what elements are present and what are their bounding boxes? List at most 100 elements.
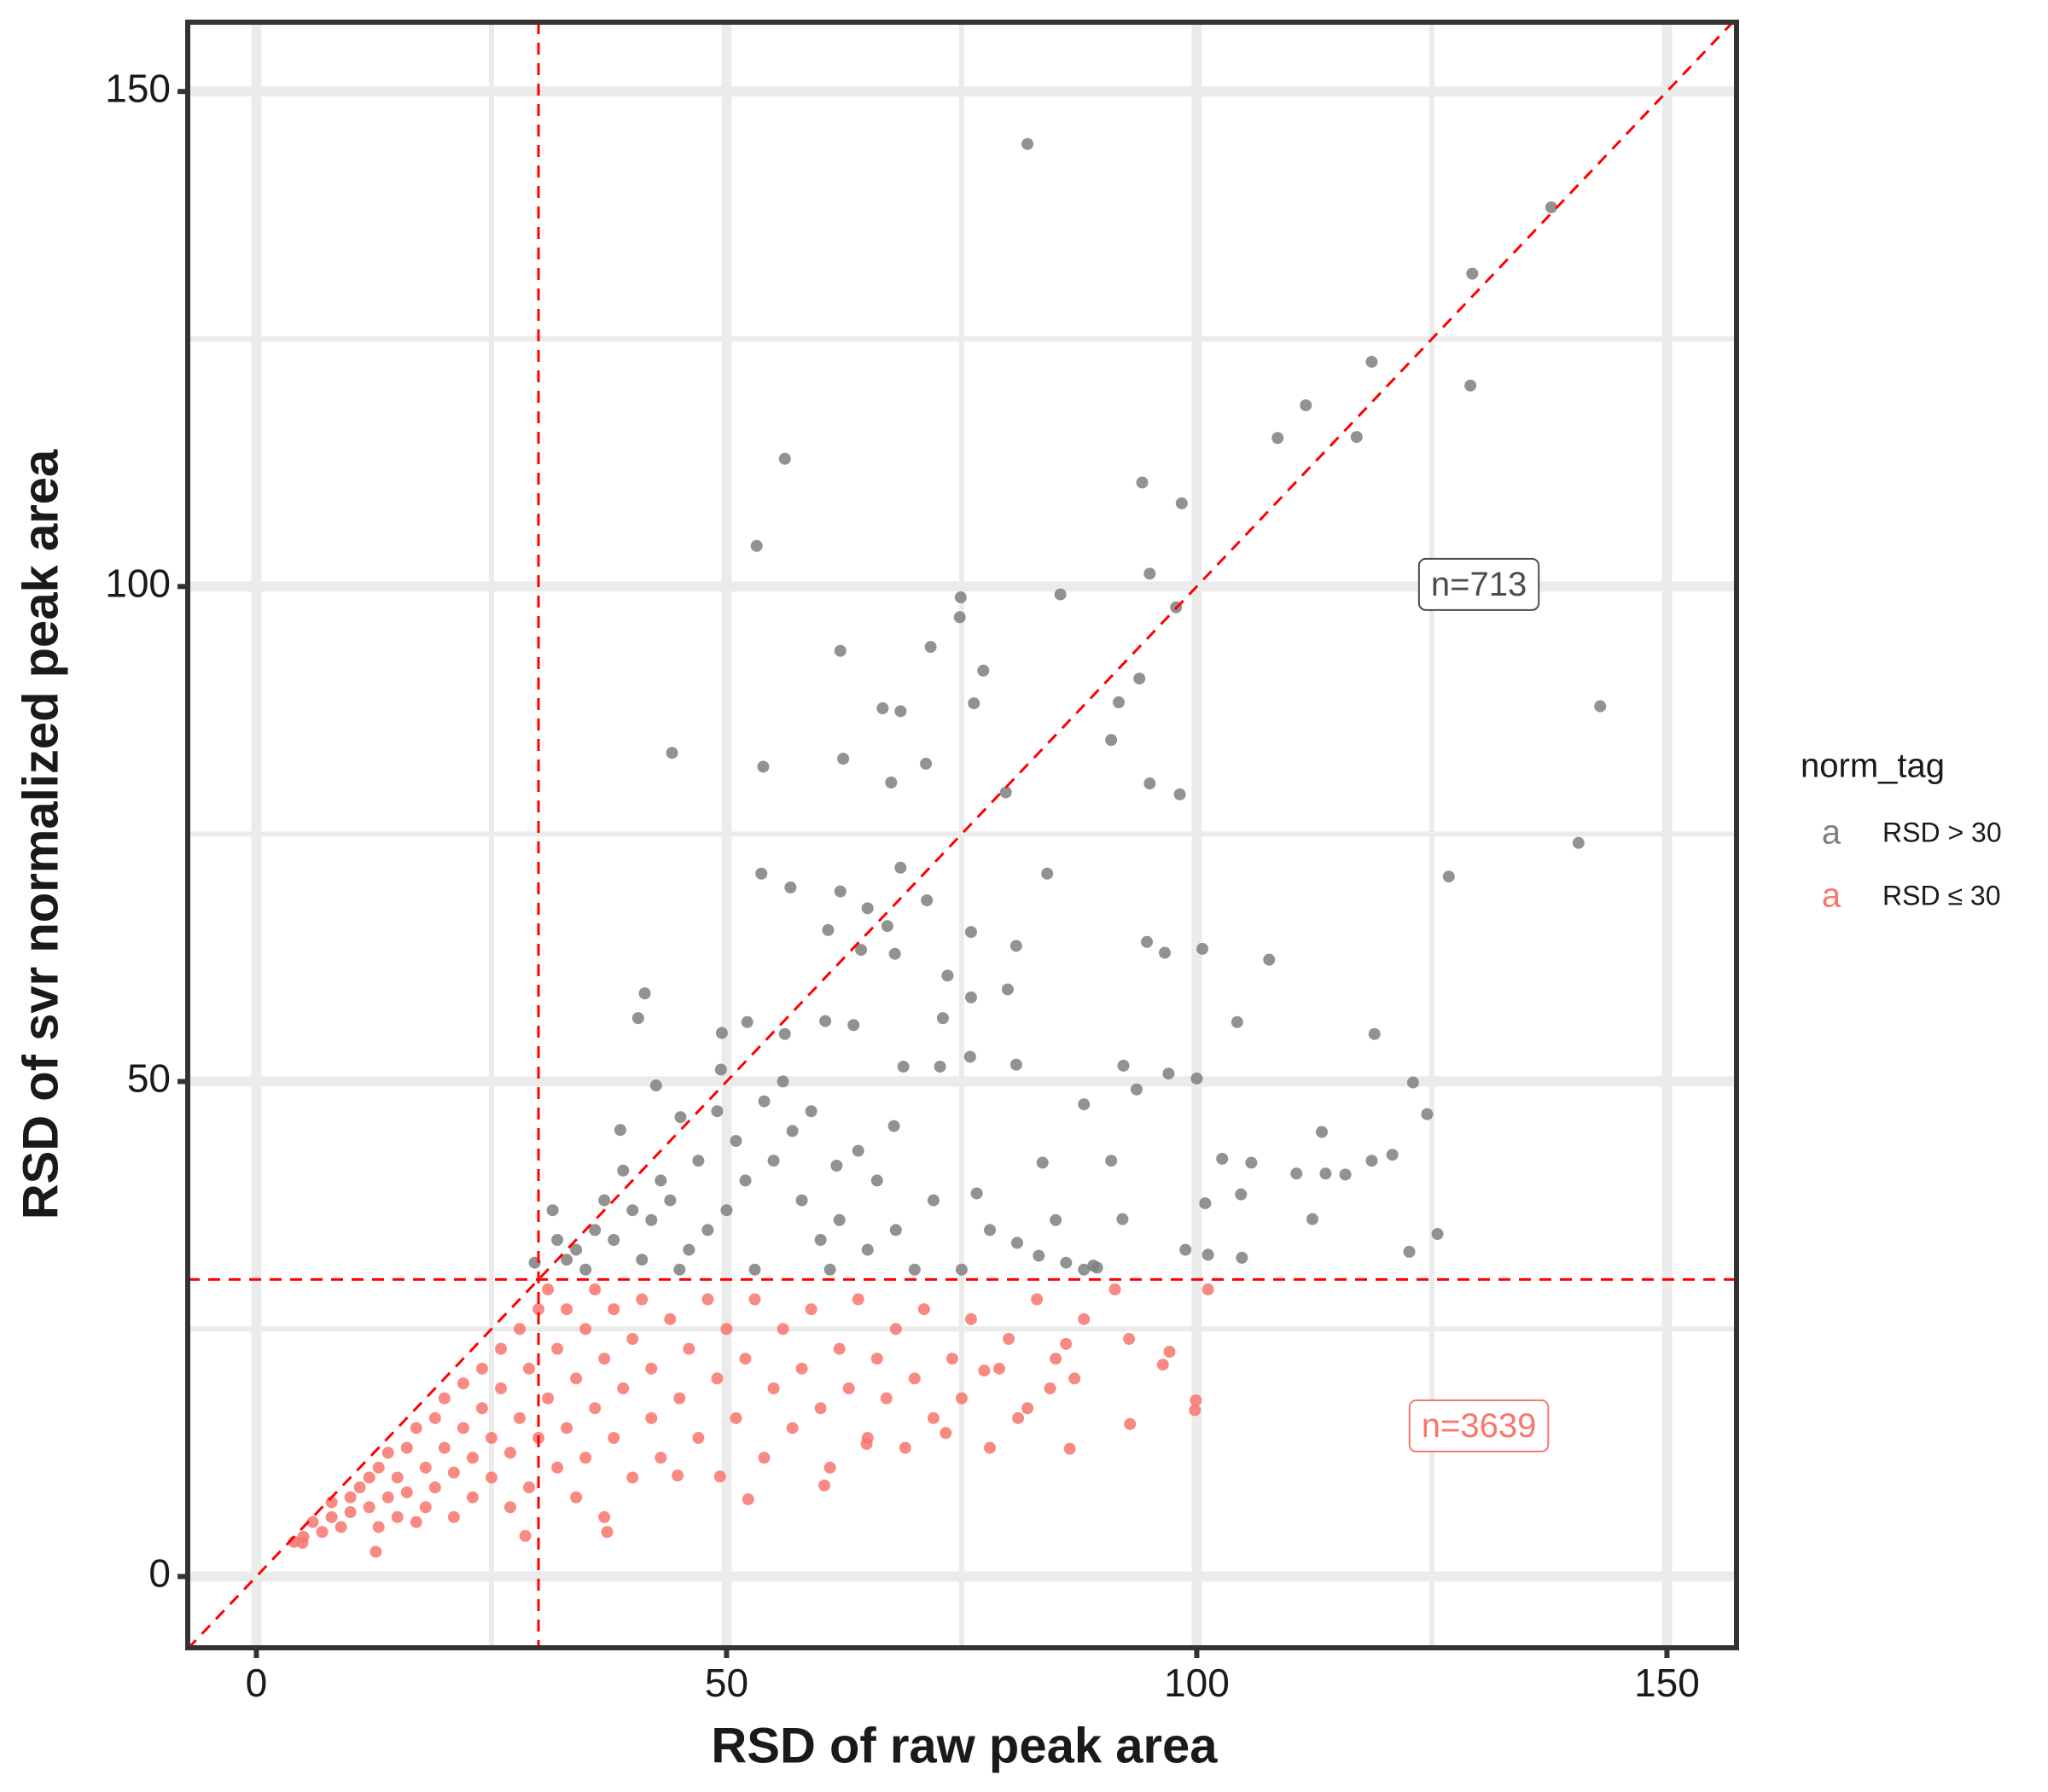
point: [335, 1521, 347, 1533]
point: [823, 1461, 836, 1474]
point: [1050, 1213, 1062, 1226]
point: [1091, 1261, 1103, 1274]
point: [391, 1471, 404, 1484]
point: [400, 1441, 413, 1454]
point: [306, 1516, 319, 1528]
point: [758, 1095, 771, 1108]
point: [466, 1452, 479, 1464]
point: [344, 1491, 357, 1504]
point: [419, 1501, 432, 1514]
point: [870, 1353, 883, 1365]
point: [720, 1323, 733, 1335]
point: [795, 1362, 808, 1375]
point: [514, 1411, 527, 1424]
point: [1306, 1213, 1318, 1225]
y-tick-label: 100: [105, 561, 171, 605]
point: [589, 1224, 602, 1236]
point: [1033, 1249, 1045, 1262]
point: [683, 1342, 695, 1355]
point: [777, 1075, 789, 1088]
point: [963, 1050, 976, 1063]
point: [1050, 1353, 1062, 1365]
point: [561, 1254, 573, 1266]
point: [730, 1411, 742, 1424]
point: [438, 1392, 451, 1405]
point: [1141, 935, 1154, 948]
point: [894, 861, 907, 874]
x-tick-label: 50: [705, 1661, 748, 1705]
point: [372, 1461, 385, 1474]
point: [1001, 983, 1014, 996]
point: [889, 1224, 902, 1236]
point: [742, 1492, 754, 1505]
point: [964, 926, 977, 939]
point: [784, 881, 797, 893]
point: [1078, 1263, 1091, 1276]
point: [546, 1204, 559, 1217]
point: [786, 1125, 799, 1137]
point: [842, 1382, 855, 1395]
point: [692, 1155, 705, 1167]
point: [296, 1537, 309, 1550]
point: [1130, 1083, 1143, 1096]
point: [814, 1402, 827, 1415]
point: [601, 1526, 614, 1539]
x-axis-title: RSD of raw peak area: [711, 1718, 1218, 1773]
point: [419, 1461, 432, 1474]
point: [1054, 588, 1067, 601]
point: [438, 1441, 451, 1454]
point: [649, 1079, 662, 1092]
point: [457, 1422, 469, 1434]
point: [1199, 1197, 1212, 1210]
point: [964, 1312, 977, 1325]
point: [1123, 1333, 1136, 1346]
point: [984, 1224, 997, 1236]
point: [758, 1452, 771, 1464]
point: [1572, 836, 1585, 849]
point: [1112, 696, 1125, 709]
point: [767, 1155, 780, 1167]
point: [1403, 1245, 1416, 1258]
point: [1158, 946, 1171, 959]
point: [645, 1362, 658, 1375]
point: [617, 1382, 630, 1395]
y-tick-label: 50: [127, 1056, 171, 1101]
point: [494, 1342, 507, 1355]
point: [1010, 1236, 1023, 1249]
point: [897, 1060, 910, 1073]
point: [927, 1411, 940, 1424]
point: [570, 1372, 583, 1385]
legend-label: RSD > 30: [1882, 817, 2002, 847]
point: [1143, 777, 1156, 790]
point: [369, 1545, 382, 1558]
point: [964, 991, 977, 1004]
point: [1190, 1393, 1202, 1406]
point: [1060, 1337, 1073, 1350]
annotation-box: [1417, 557, 1540, 611]
point: [692, 1432, 705, 1445]
point: [363, 1501, 375, 1514]
point: [1421, 1108, 1434, 1120]
point: [1031, 1293, 1044, 1306]
point: [940, 1427, 952, 1440]
point: [674, 1111, 687, 1124]
point: [1163, 1346, 1176, 1359]
point: [1021, 1402, 1034, 1415]
reference-diagonal: [188, 22, 1735, 1648]
point: [608, 1234, 620, 1247]
point: [999, 786, 1012, 799]
point: [608, 1432, 620, 1445]
point: [899, 1441, 911, 1454]
point: [714, 1063, 727, 1076]
point: [894, 705, 907, 718]
point: [1290, 1167, 1303, 1180]
point: [1060, 1256, 1073, 1269]
point: [655, 1452, 667, 1464]
point: [1190, 1072, 1203, 1085]
point: [664, 1312, 677, 1325]
point: [475, 1402, 488, 1415]
point: [984, 1441, 997, 1454]
point: [711, 1105, 724, 1118]
point: [1319, 1167, 1332, 1180]
